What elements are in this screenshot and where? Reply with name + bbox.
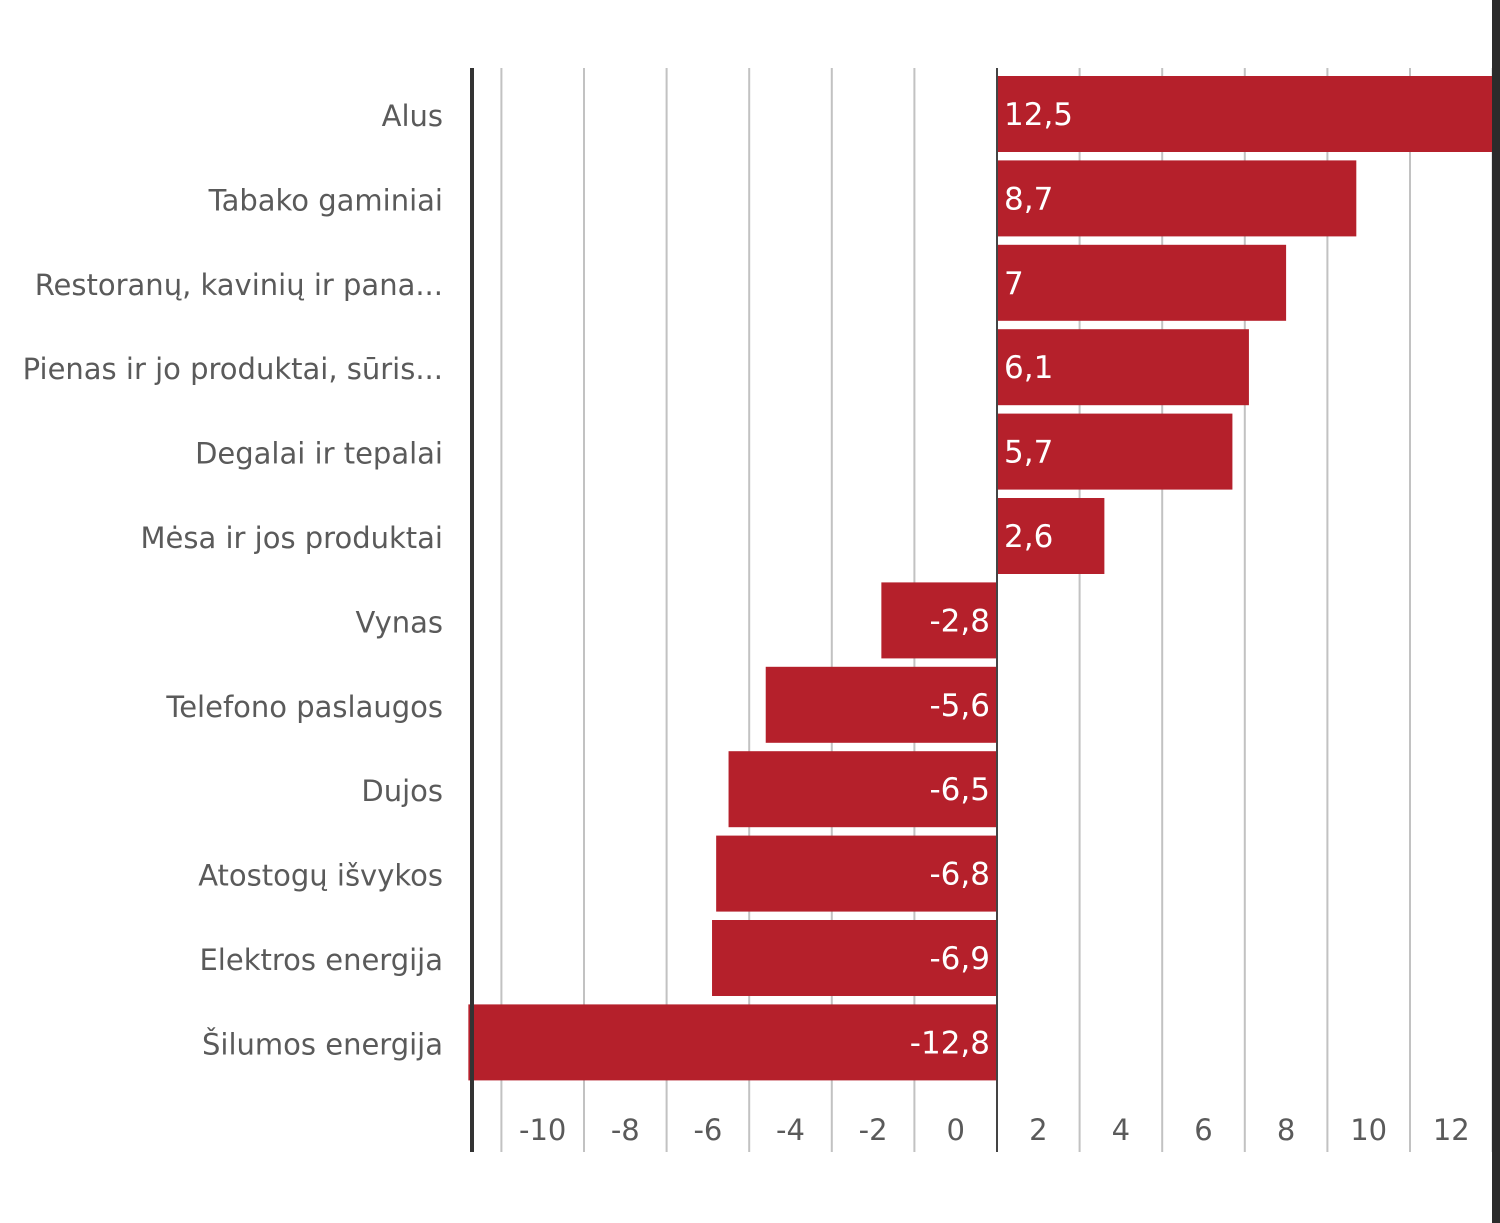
tick-label-9: 8: [1277, 1113, 1295, 1147]
value-label-0: 12,5: [1004, 97, 1073, 133]
tick-label-7: 4: [1112, 1113, 1130, 1147]
value-label-3: 6,1: [1004, 350, 1053, 386]
category-label-3: Pienas ir jo produktai, sūris...: [23, 352, 443, 386]
category-label-5: Mėsa ir jos produktai: [140, 521, 443, 555]
bar-3: [997, 329, 1249, 406]
value-label-11: -12,8: [910, 1025, 990, 1061]
bar-5: [997, 498, 1105, 574]
bar-1: [997, 160, 1357, 237]
bar-7: [765, 666, 997, 743]
category-label-2: Restoranų, kavinių ir pana...: [35, 268, 443, 302]
value-label-7: -5,6: [930, 688, 991, 724]
category-label-7: Telefono paslaugos: [165, 690, 443, 724]
right-edge-strip: [1492, 0, 1500, 1223]
value-label-5: 2,6: [1004, 519, 1053, 555]
tick-label-10: 10: [1350, 1113, 1387, 1147]
bar-6: [881, 582, 997, 659]
bar-10: [712, 920, 997, 996]
bar-11: [468, 1004, 997, 1081]
tick-label-4: -2: [859, 1113, 888, 1147]
tick-label-1: -8: [611, 1113, 640, 1147]
value-label-4: 5,7: [1004, 435, 1053, 471]
value-label-9: -6,8: [930, 857, 991, 893]
category-label-4: Degalai ir tepalai: [195, 437, 443, 471]
tick-label-3: -4: [776, 1113, 805, 1147]
category-label-6: Vynas: [356, 605, 443, 639]
category-label-8: Dujos: [361, 774, 443, 808]
bar-4: [997, 413, 1233, 490]
value-label-2: 7: [1004, 266, 1024, 302]
category-label-10: Elektros energija: [199, 943, 443, 977]
tick-label-2: -6: [693, 1113, 722, 1147]
tick-label-5: 0: [946, 1113, 964, 1147]
tick-label-8: 6: [1194, 1113, 1212, 1147]
tick-label-11: 12: [1433, 1113, 1470, 1147]
tick-label-0: -10: [519, 1113, 566, 1147]
category-label-11: Šilumos energija: [202, 1027, 443, 1061]
category-label-1: Tabako gaminiai: [208, 183, 443, 217]
bar-9: [716, 835, 997, 912]
tick-label-6: 2: [1029, 1113, 1047, 1147]
bar-8: [728, 751, 997, 828]
value-label-10: -6,9: [930, 941, 991, 977]
value-label-1: 8,7: [1004, 181, 1053, 217]
category-label-9: Atostogų išvykos: [198, 859, 443, 893]
bar-0: [997, 76, 1492, 152]
value-label-8: -6,5: [930, 772, 991, 808]
category-label-0: Alus: [382, 99, 443, 133]
bar-2: [997, 244, 1287, 321]
value-label-6: -2,8: [930, 603, 991, 639]
